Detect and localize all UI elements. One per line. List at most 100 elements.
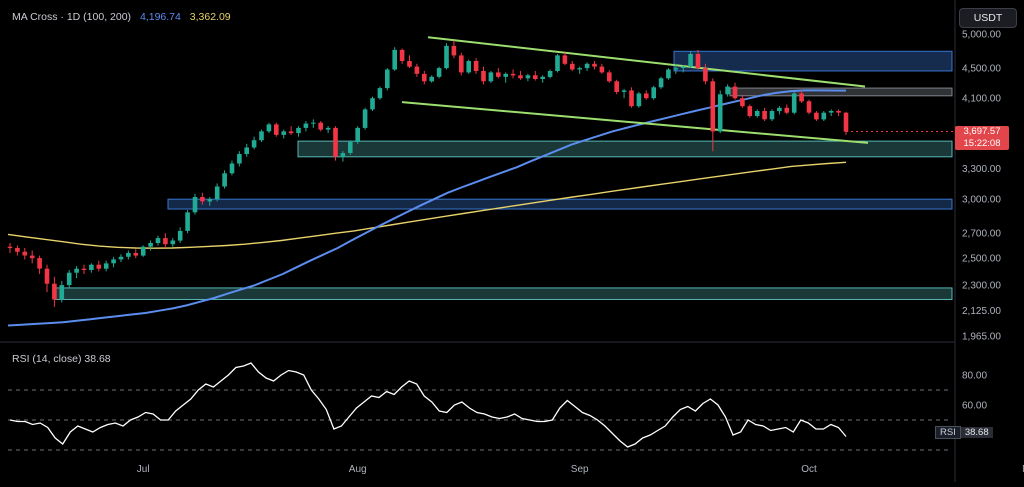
candle: [66, 269, 72, 288]
candle-body: [732, 86, 738, 99]
candle-body: [192, 197, 198, 213]
candle-body: [496, 72, 501, 77]
candle: [155, 235, 161, 246]
candle-body: [473, 61, 479, 71]
candle: [570, 60, 575, 71]
channel-lower-line: [401, 101, 869, 144]
candle: [348, 140, 353, 155]
candle-body: [325, 127, 331, 130]
candle: [481, 66, 486, 85]
candle-body: [214, 186, 220, 200]
candle-body: [747, 106, 753, 116]
candle-body: [229, 163, 235, 174]
candle-body: [725, 86, 730, 95]
candle-body: [177, 230, 183, 241]
candle: [118, 254, 124, 263]
candle: [222, 170, 227, 189]
candle: [496, 68, 501, 79]
zone-mid-gray: [729, 87, 953, 97]
candle-body: [666, 69, 671, 79]
zone-support-2: [167, 198, 953, 210]
price-tick-label: 3,000.00: [962, 195, 1001, 206]
candle: [140, 245, 146, 257]
candle: [599, 63, 605, 74]
candle-body: [762, 111, 767, 120]
candle: [340, 151, 346, 162]
candle: [385, 68, 390, 91]
candle-body: [37, 258, 42, 269]
candle: [791, 91, 797, 115]
candle-body: [244, 147, 249, 154]
candle-body: [207, 199, 213, 202]
rsi-badge: RSI 38.68: [935, 426, 993, 440]
candle-body: [274, 124, 279, 135]
candle: [362, 107, 368, 130]
candle: [15, 245, 20, 256]
candle-body: [540, 76, 545, 79]
rsi-tick-label: 80.00: [962, 371, 987, 382]
candle: [510, 69, 516, 79]
candle: [89, 263, 94, 273]
candle: [703, 63, 708, 85]
candle: [518, 70, 523, 80]
candle-body: [126, 253, 131, 257]
candle-body: [7, 246, 13, 248]
candle: [244, 143, 249, 157]
month-label: Jul: [137, 464, 150, 475]
candle-body: [777, 107, 782, 112]
candle: [710, 78, 716, 152]
candle-countdown: 15:22:08: [963, 138, 1001, 149]
ma-cross-legend: MA Cross · 1D (100, 200) 4,196.74 3,362.…: [12, 11, 237, 23]
candle: [170, 238, 176, 247]
zone-support-1: [297, 140, 953, 158]
candle-body: [422, 73, 427, 82]
month-label: Nov: [1022, 464, 1024, 475]
rsi-badge-value: 38.68: [960, 427, 993, 438]
currency-button[interactable]: USDT: [959, 8, 1017, 28]
candle-body: [288, 131, 294, 134]
candle-body: [281, 131, 286, 135]
candle: [52, 276, 57, 307]
candle-body: [140, 246, 146, 256]
candle-body: [148, 243, 153, 247]
candle-body: [436, 68, 442, 77]
candle-body: [377, 88, 383, 99]
candle: [688, 51, 693, 69]
rsi-tag: RSI: [935, 426, 961, 439]
candle-body: [340, 153, 346, 157]
candle: [370, 96, 375, 112]
candle: [444, 43, 449, 70]
candle-body: [510, 73, 516, 76]
candle-body: [547, 71, 553, 77]
ma200-line: [7, 161, 847, 249]
candle: [629, 87, 634, 108]
candle-body: [222, 173, 227, 187]
candle: [399, 48, 405, 64]
candle: [777, 106, 782, 115]
candle-body: [488, 72, 494, 82]
candle: [200, 192, 205, 205]
candle-body: [599, 66, 605, 73]
month-label: Aug: [349, 464, 367, 475]
candle: [111, 256, 116, 268]
candle-body: [200, 197, 205, 202]
candle: [666, 68, 671, 80]
candle: [29, 250, 35, 264]
candle-body: [52, 283, 57, 300]
price-tick-label: 5,000.00: [962, 30, 1001, 41]
candle: [451, 40, 457, 59]
candle-body: [791, 93, 797, 113]
rsi-label: RSI (14, close): [12, 353, 82, 365]
candle-body: [769, 111, 775, 120]
candle-body: [562, 55, 568, 64]
candle-body: [96, 264, 102, 269]
candle: [96, 260, 102, 272]
candle-body: [466, 61, 471, 73]
candle: [214, 183, 220, 202]
candle-body: [806, 101, 812, 113]
current-price-badge: 3,697.57 15:22:08: [955, 126, 1009, 150]
candle-body: [29, 255, 35, 259]
candle-body: [644, 93, 649, 99]
